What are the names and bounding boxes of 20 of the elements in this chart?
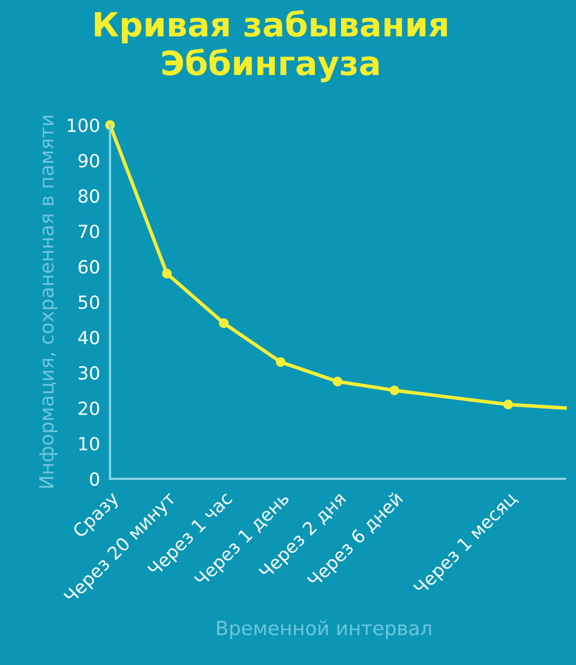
y-tick-label: 90	[78, 154, 100, 168]
y-tick-label: 20	[78, 402, 100, 416]
point	[503, 400, 514, 410]
y-tick-label: 60	[78, 260, 100, 274]
y-tick-label: 100	[68, 118, 100, 132]
y-tick-label: 0	[90, 472, 100, 486]
point	[332, 376, 342, 386]
point	[218, 318, 229, 328]
y-tick-label: 10	[79, 436, 100, 451]
point	[276, 357, 286, 367]
y-tick-label: 50	[78, 295, 100, 310]
point	[162, 268, 172, 278]
y-tick-label: 80	[78, 189, 100, 203]
y-axis-title: Информация, сохраненная в памяти	[39, 116, 58, 488]
y-tick-label: 40	[78, 330, 100, 344]
y-tick-label: 70	[78, 224, 100, 238]
x-axis-title: Временной интервал	[217, 620, 431, 640]
point	[390, 385, 400, 396]
y-tick-label: 30	[78, 366, 100, 380]
chart-title: Кривая забывания Эббингауза	[94, 10, 447, 82]
